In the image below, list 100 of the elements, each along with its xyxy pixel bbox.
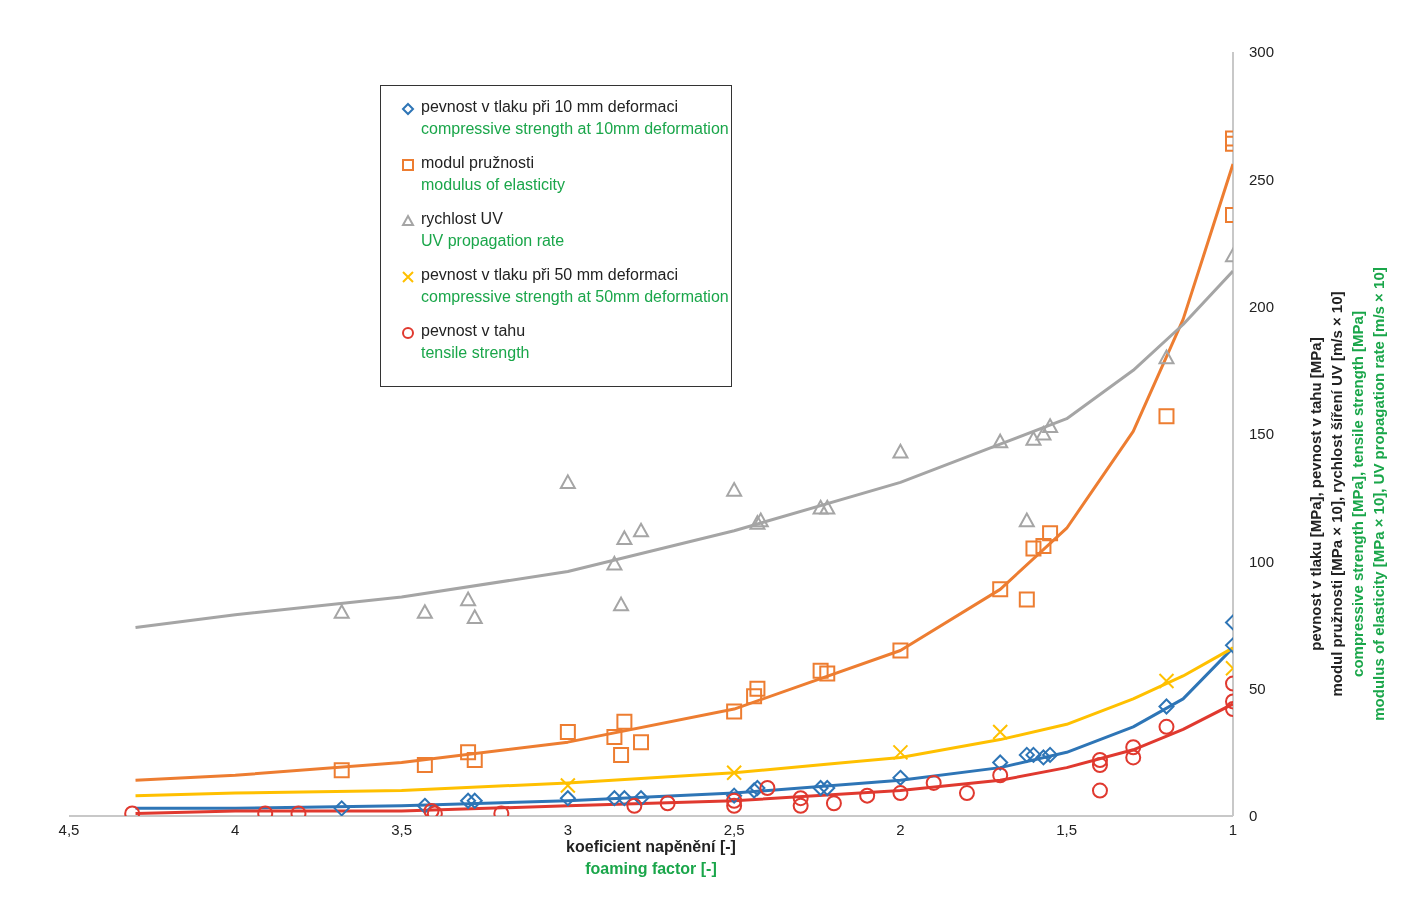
y-tick-label: 300	[1249, 43, 1275, 61]
point	[819, 665, 836, 682]
point	[606, 790, 623, 807]
point	[726, 797, 743, 814]
point	[333, 800, 350, 816]
point	[466, 792, 483, 809]
point	[812, 499, 829, 515]
point	[749, 680, 766, 697]
point	[992, 433, 1009, 449]
point	[333, 762, 350, 779]
point	[1091, 751, 1108, 768]
point	[416, 604, 433, 619]
point	[1158, 718, 1175, 735]
point	[633, 522, 650, 538]
point	[812, 779, 829, 796]
x-tick-label: 3,5	[391, 820, 412, 838]
y-axis-title: pevnost v tlaku [MPa], pevnost v tahu [MPa] modul pružnosti [MPa × 10], rychlost šíření UV [m/s × 10] compressive strength [MPa], tensile strength [MPa] modulus of elasticity [MPa × 10], UV propagation rate [m/s × 10]	[1307, 267, 1387, 721]
point	[958, 785, 975, 802]
legend-label: pevnost v tahu tensile strength	[421, 321, 530, 363]
point	[1158, 673, 1175, 690]
point	[333, 604, 350, 619]
point	[559, 474, 576, 489]
point	[633, 734, 650, 751]
point	[559, 777, 576, 794]
x-axis-title: koeficient napěnění [-] foaming factor [-]	[566, 838, 736, 877]
point	[613, 596, 630, 612]
point	[616, 530, 633, 546]
x-tick-label: 2,5	[723, 820, 745, 838]
x-tick-label: 1	[1228, 820, 1238, 838]
point	[1035, 538, 1052, 555]
point	[466, 609, 483, 624]
point	[1035, 749, 1052, 766]
point	[792, 790, 809, 807]
legend-label: modul pružnosti modulus of elasticity	[421, 153, 566, 195]
point	[1018, 746, 1035, 763]
point	[819, 499, 836, 515]
y-tick-label: 250	[1249, 170, 1275, 188]
point	[633, 790, 650, 807]
point	[416, 757, 433, 774]
point	[1042, 746, 1059, 763]
point	[726, 703, 743, 720]
point	[812, 662, 829, 679]
line-series	[134, 269, 1233, 630]
point	[460, 744, 477, 761]
point	[626, 797, 643, 814]
point	[1125, 749, 1142, 766]
x-tick-label: 1,5	[1056, 820, 1078, 838]
point	[460, 792, 477, 809]
point	[606, 729, 623, 746]
point	[726, 764, 743, 781]
point	[892, 642, 909, 659]
y-tick-label: 200	[1249, 297, 1275, 315]
point	[759, 780, 776, 796]
point	[616, 790, 633, 807]
point	[1091, 757, 1108, 774]
point	[992, 767, 1009, 784]
point	[559, 790, 576, 807]
point	[1158, 408, 1175, 425]
y-tick-label: 100	[1249, 552, 1275, 570]
point	[559, 723, 576, 740]
point	[1035, 426, 1052, 441]
point	[892, 443, 909, 459]
point	[1018, 512, 1035, 528]
point	[1158, 698, 1175, 715]
x-tick-label: 3	[563, 820, 573, 838]
point	[825, 795, 842, 812]
point	[859, 787, 876, 804]
x-tick-label: 4	[231, 820, 240, 838]
point	[1158, 349, 1175, 365]
point	[1025, 431, 1042, 446]
point	[1042, 525, 1059, 542]
point	[726, 482, 743, 497]
legend-label: pevnost v tlaku při 10 mm deformaci compressive strength at 10mm deformation	[421, 97, 729, 139]
point	[726, 792, 743, 809]
point	[892, 769, 909, 786]
point	[613, 746, 630, 763]
point	[1042, 418, 1059, 433]
point	[1125, 739, 1142, 756]
point	[460, 591, 477, 607]
x-tick-label: 2	[896, 820, 905, 838]
point	[792, 797, 809, 814]
y-tick-label: 150	[1249, 425, 1275, 443]
point	[416, 797, 433, 814]
point	[892, 744, 909, 761]
x-tick-label: 4,5	[58, 820, 80, 838]
point	[659, 795, 676, 812]
y-tick-label: 50	[1249, 679, 1266, 697]
point	[466, 751, 483, 768]
point	[1025, 746, 1042, 763]
point	[892, 785, 909, 802]
point	[992, 723, 1009, 740]
point	[726, 787, 743, 804]
point	[992, 754, 1009, 771]
y-tick-label: 0	[1249, 807, 1258, 825]
point	[1091, 782, 1108, 799]
legend-label: rychlost UV UV propagation rate	[421, 209, 565, 251]
point	[1018, 591, 1035, 608]
point	[819, 779, 836, 796]
point	[925, 774, 942, 791]
point	[992, 581, 1009, 598]
